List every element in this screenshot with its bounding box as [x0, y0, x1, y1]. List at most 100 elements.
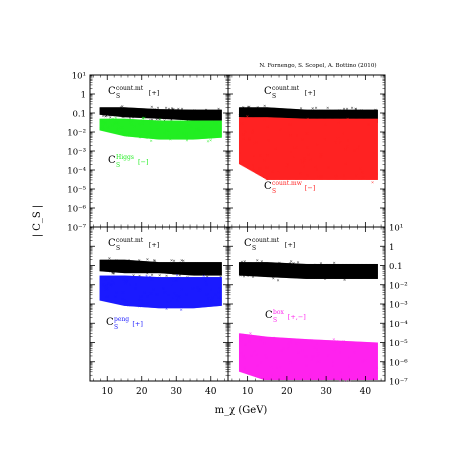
scatter-point: × [266, 110, 269, 115]
scatter-point: × [177, 295, 180, 300]
scatter-point: × [256, 105, 259, 110]
scatter-point: × [335, 338, 338, 343]
scatter-point: × [246, 264, 249, 269]
scatter-point: × [153, 258, 156, 263]
series-label-sup: Higgs [116, 154, 134, 161]
scatter-point: × [375, 171, 378, 176]
scatter-point: × [360, 272, 363, 277]
scatter-point: × [293, 274, 296, 279]
scatter-point: × [360, 272, 363, 277]
scatter-point: × [102, 282, 105, 287]
scatter-point: × [359, 272, 362, 277]
scatter-point: × [195, 262, 198, 267]
scatter-point: × [178, 260, 181, 265]
scatter-point: × [175, 114, 178, 119]
scatter-point: × [121, 114, 124, 119]
scatter-point: × [124, 280, 127, 285]
scatter-point: × [357, 143, 360, 148]
scatter-point: × [202, 124, 205, 129]
scatter-point: × [99, 127, 102, 132]
scatter-point: × [141, 118, 144, 123]
scatter-point: × [309, 157, 312, 162]
scatter-point: × [244, 341, 247, 346]
scatter-point: × [353, 147, 356, 152]
scatter-point: × [149, 274, 152, 279]
scatter-point: × [150, 277, 153, 282]
scatter-point: × [338, 108, 341, 113]
y-tick-label: 10⁻⁶ [67, 205, 86, 215]
y-tick-label: 10⁻⁵ [389, 339, 408, 349]
scatter-point: × [127, 260, 130, 265]
scatter-point: × [156, 105, 159, 110]
scatter-point: × [138, 266, 141, 271]
scatter-point: × [265, 177, 268, 182]
x-tick-label: 40 [205, 387, 217, 397]
scatter-point: × [149, 117, 152, 122]
scatter-point: × [119, 104, 122, 109]
scatter-point: × [265, 165, 268, 170]
scatter-point: × [126, 133, 129, 138]
scatter-point: × [372, 113, 375, 118]
scatter-point: × [299, 114, 302, 119]
scatter-point: × [310, 263, 313, 268]
scatter-point: × [165, 273, 168, 278]
scatter-point: × [248, 137, 251, 142]
scatter-point: × [336, 266, 339, 271]
scatter-point: × [168, 133, 171, 138]
scatter-point: × [344, 378, 347, 383]
scatter-point: × [112, 281, 115, 286]
scatter-point: × [174, 278, 177, 283]
scatter-point: × [156, 107, 159, 112]
scatter-point: × [288, 122, 291, 127]
scatter-point: × [251, 130, 254, 135]
scatter-point: × [300, 157, 303, 162]
scatter-point: × [216, 264, 219, 269]
scatter-point: × [145, 262, 148, 267]
scatter-point: × [145, 135, 148, 140]
scatter-point: × [194, 109, 197, 114]
scatter-point: × [112, 271, 115, 276]
scatter-point: × [143, 115, 146, 120]
scatter-point: × [148, 263, 151, 268]
scatter-point: × [292, 145, 295, 150]
scatter-point: × [150, 133, 153, 138]
scatter-point: × [189, 110, 192, 115]
scatter-point: × [196, 127, 199, 132]
scatter-point: × [131, 115, 134, 120]
scatter-point: × [350, 273, 353, 278]
scatter-point: × [332, 336, 335, 341]
scatter-point: × [315, 347, 318, 352]
scatter-point: × [143, 268, 146, 273]
scatter-point: × [339, 369, 342, 374]
scatter-point: × [125, 299, 128, 304]
scatter-point: × [284, 114, 287, 119]
scatter-point: × [294, 112, 297, 117]
scatter-point: × [280, 347, 283, 352]
scatter-point: × [326, 108, 329, 113]
scatter-point: × [104, 113, 107, 118]
scatter-point: × [297, 350, 300, 355]
scatter-point: × [205, 282, 208, 287]
x-tick-label: 40 [360, 387, 372, 397]
series-Higgs: ×××××××××××××××× ××××××× ××××××××××××× ××××… [99, 115, 222, 143]
scatter-point: × [279, 268, 282, 273]
scatter-point: × [217, 106, 220, 111]
scatter-point: × [138, 264, 141, 269]
scatter-point: × [124, 110, 127, 115]
scatter-point: × [181, 110, 184, 115]
scatter-point: × [314, 275, 317, 280]
scatter-point: × [297, 109, 300, 114]
scatter-point: × [288, 340, 291, 345]
scatter-point: × [175, 114, 178, 119]
y-tick-label: 10⁻² [67, 129, 86, 139]
scatter-point: × [357, 109, 360, 114]
scatter-point: × [148, 110, 151, 115]
scatter-point: × [155, 292, 158, 297]
scatter-point: × [157, 109, 160, 114]
scatter-point: × [240, 350, 243, 355]
scatter-point: × [243, 356, 246, 361]
scatter-point: × [339, 111, 342, 116]
scatter-point: × [202, 299, 205, 304]
scatter-point: × [176, 264, 179, 269]
